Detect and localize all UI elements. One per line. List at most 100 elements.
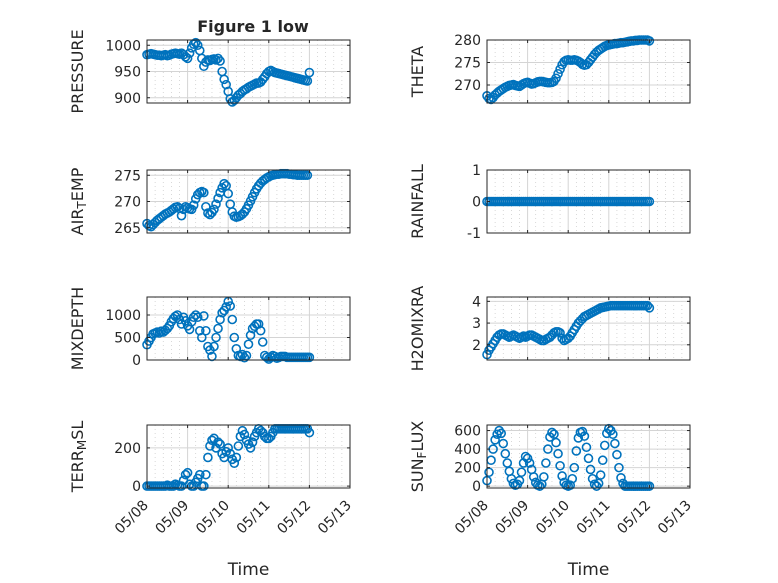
data-point (528, 472, 539, 482)
axes-box (486, 39, 691, 104)
data-point (597, 455, 608, 466)
data-point (547, 427, 557, 438)
data-point (194, 45, 205, 56)
y-axis-label: SUNFLUX (408, 421, 429, 493)
subplot-h2omixra: 2 3 4 H2OMIXRA (408, 286, 691, 371)
data-point (213, 193, 223, 204)
data-point (229, 458, 240, 468)
data-point (484, 467, 494, 478)
data-point (213, 53, 223, 64)
data-point (229, 332, 240, 343)
data-point (577, 426, 588, 437)
data-point (585, 464, 596, 475)
data-point (553, 68, 563, 79)
data-point (581, 442, 592, 453)
data-point (245, 443, 256, 453)
data-point (203, 452, 213, 463)
data-point (571, 446, 582, 456)
data-point (551, 437, 561, 448)
subplot-terr-msl: 0 200 TERRMSL 05/08 05/09 05/10 05/11 05/12 05/1… (68, 421, 355, 580)
axes-box (146, 424, 351, 489)
data-point (201, 469, 211, 480)
data-point (211, 332, 221, 343)
data-point (213, 437, 223, 447)
data-point (524, 458, 535, 468)
data-point (194, 469, 205, 480)
data-point (211, 55, 221, 65)
subplot-pressure: 900 950 1000 PRESSURE (68, 29, 351, 114)
data-point (587, 473, 598, 484)
y-tick-label: 200 (114, 441, 141, 457)
y-tick-label: 0 (472, 479, 481, 495)
data-point (192, 40, 203, 51)
x-tick-label: 05/10 (533, 498, 573, 538)
data-point (197, 332, 207, 343)
data-point (199, 481, 209, 491)
data-point (486, 455, 496, 466)
data-point (192, 312, 203, 323)
y-axis-label: PRESSURE (68, 29, 87, 113)
y-tick-label: 2 (472, 338, 481, 354)
data-point (207, 435, 217, 446)
data-point (644, 481, 655, 491)
data-point (543, 444, 553, 454)
data-point (255, 325, 266, 336)
data-point (555, 460, 565, 471)
data-point (644, 196, 655, 207)
data-point (223, 443, 233, 453)
data-point (565, 480, 576, 491)
y-tick-label: 200 (454, 461, 481, 477)
data-point (184, 48, 195, 58)
data-point (502, 458, 513, 468)
data-point (614, 462, 624, 473)
data-point (551, 73, 561, 84)
data-point (557, 471, 567, 481)
subplot-rainfall: -1 0 1 RAINFALL (408, 163, 691, 242)
axes-box (486, 296, 691, 361)
y-axis-label: THETA (408, 46, 427, 98)
y-tick-label: 500 (114, 331, 141, 347)
data-point (616, 473, 626, 483)
y-tick-label: 0 (132, 479, 141, 495)
y-axis-label: AIRTEMP (68, 167, 89, 235)
x-tick-label: 05/12 (614, 498, 654, 538)
data-point (247, 437, 258, 447)
x-tick-label: 05/13 (655, 498, 695, 538)
data-point (644, 303, 655, 313)
data-point (209, 204, 219, 215)
data-point (205, 441, 215, 451)
y-tick-label: 0 (132, 353, 141, 369)
data-point (182, 467, 193, 478)
data-point (579, 431, 590, 441)
data-point (302, 76, 313, 86)
y-axis-label: RAINFALL (408, 164, 427, 239)
data-point (595, 470, 606, 480)
x-tick-label: 05/09 (153, 498, 193, 538)
data-point (211, 199, 221, 209)
y-tick-label: 1000 (105, 308, 141, 324)
data-point (490, 435, 500, 445)
data-point (608, 429, 618, 440)
x-tick-label: 05/13 (315, 498, 355, 538)
data-point (496, 428, 507, 439)
y-tick-label: 280 (454, 33, 481, 49)
y-axis-label: MIXDEPTH (68, 287, 87, 370)
y-tick-label: -1 (467, 226, 481, 242)
data-point (223, 188, 233, 199)
y-tick-label: 600 (454, 424, 481, 440)
data-point (304, 352, 315, 363)
data-point (190, 37, 201, 48)
x-tick-label: 05/11 (574, 498, 614, 538)
data-point (180, 316, 191, 326)
data-point (498, 438, 509, 449)
data-point (186, 316, 197, 327)
y-tick-label: 275 (454, 56, 481, 72)
subplot-theta: 270 275 280 THETA (408, 33, 691, 105)
data-point (522, 453, 533, 464)
data-point (567, 473, 578, 484)
data-point (199, 187, 209, 198)
y-tick-label: 265 (114, 221, 141, 237)
y-axis-label: TERRMSL (68, 421, 89, 494)
